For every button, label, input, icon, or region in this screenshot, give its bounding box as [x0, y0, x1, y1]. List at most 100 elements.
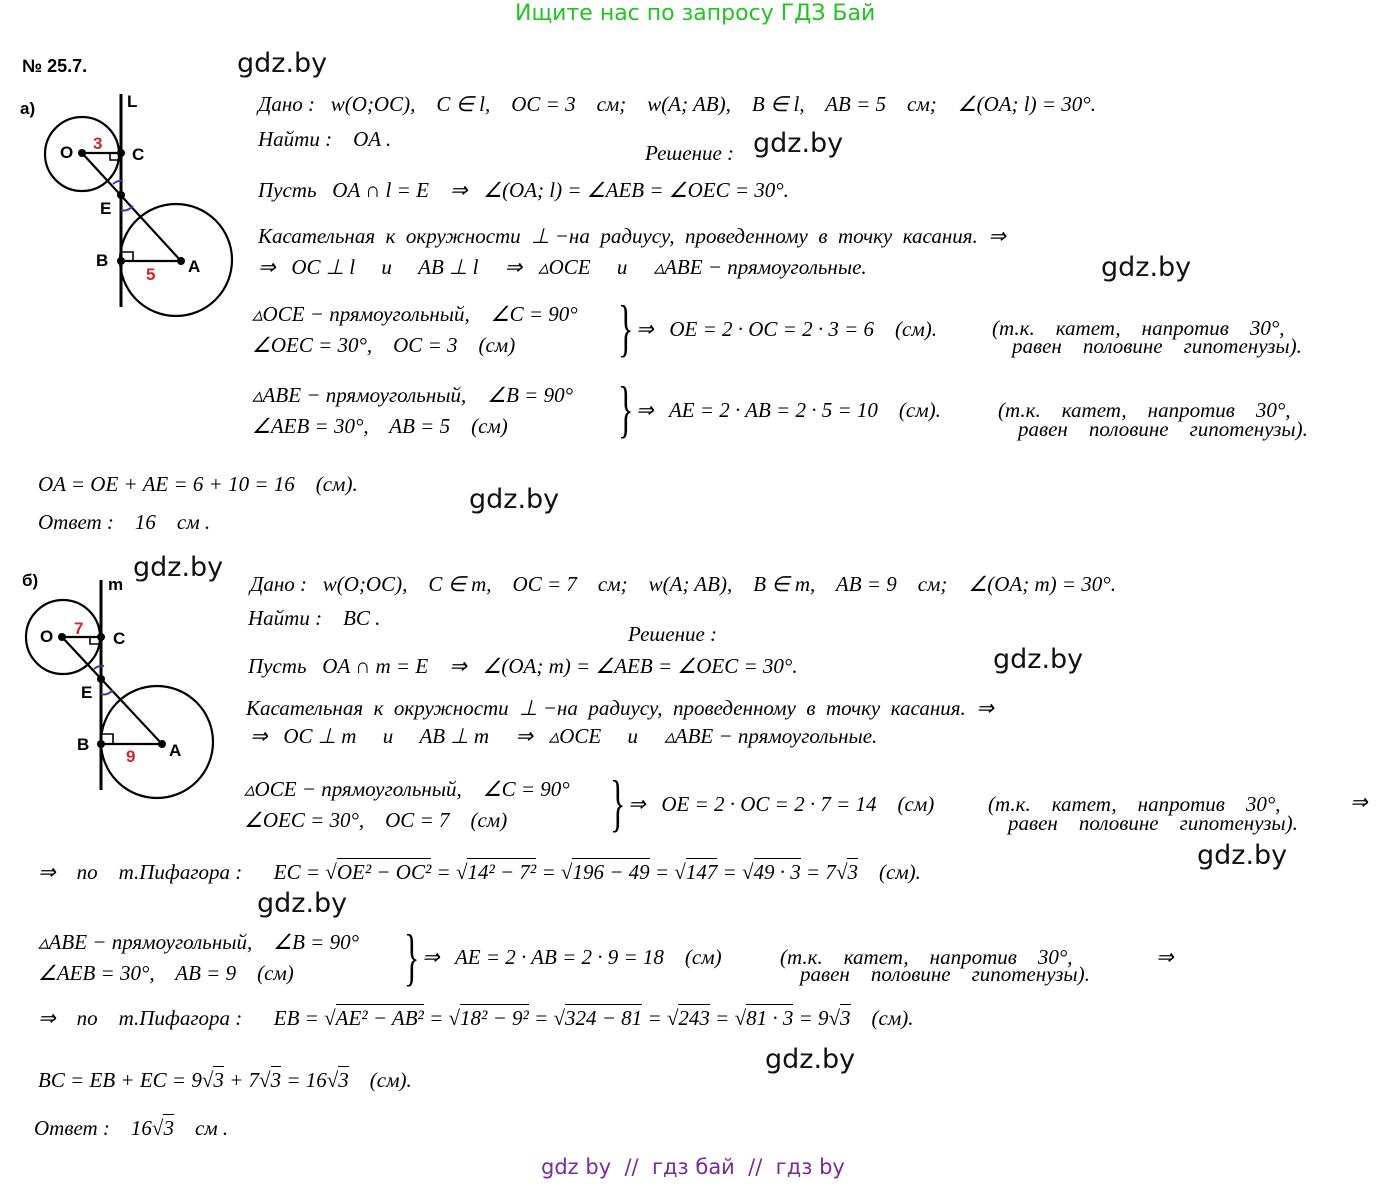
sqrt-radicand: 14² − 7² [467, 858, 537, 884]
total: OA = OE + AE = 6 + 10 = 16 (см). [38, 472, 358, 496]
math-text: (см). [348, 1068, 412, 1092]
math-text: ⇒ по т.Пифагора : EB = [38, 1006, 325, 1030]
arrow: ⇒ [1156, 945, 1174, 969]
solution-line: Пусть OA ∩ m = E ⇒ ∠(OA; m) = ∠AEB = ∠OE… [248, 654, 798, 678]
svg-text:9: 9 [126, 747, 135, 766]
svg-text:B: B [77, 735, 89, 754]
sqrt-radicand: 243 [678, 1004, 710, 1030]
note: (т.к. катет, напротив 30°, [992, 316, 1285, 340]
solution-heading: Решение : [628, 622, 718, 646]
note: (т.к. катет, напротив 30°, [988, 792, 1281, 816]
svg-text:m: m [108, 575, 123, 594]
given: Дано : w(O;OC), C ∈ m, OC = 7 см; w(A; A… [250, 572, 1116, 596]
svg-text:C: C [132, 145, 144, 164]
math-text: BC = EB + EC = 9 [38, 1068, 202, 1092]
sqrt-sign: √ [259, 1068, 271, 1092]
diagram-a: а) L O 3 C E B 5 A [20, 92, 234, 318]
watermark: gdz.by [1101, 252, 1192, 283]
note: равен половине гипотенузы). [1008, 811, 1298, 835]
sqrt-sign: √ [835, 860, 848, 884]
system-line: ▵ABE − прямоугольный, ∠B = 90° [252, 383, 573, 407]
math-text: = [717, 860, 742, 884]
watermark: gdz.by [753, 128, 844, 159]
sqrt-radicand: 3 [338, 1066, 349, 1092]
math-text: = [423, 1006, 449, 1030]
svg-text:E: E [81, 683, 92, 702]
svg-text:5: 5 [146, 265, 155, 284]
find: Найти : OA . [258, 127, 392, 151]
system-line: ∠OEC = 30°, OC = 7 (см) [244, 808, 508, 832]
result: ⇒ OE = 2 · OC = 2 · 7 = 14 (см) [628, 792, 935, 816]
math-text: (см). [850, 1006, 914, 1030]
sqrt-sign: √ [455, 860, 468, 884]
system-line: ▵OCE − прямоугольный, ∠C = 90° [252, 302, 578, 326]
answer: Ответ : 16 см . [38, 510, 211, 534]
sqrt-sign: √ [151, 1116, 164, 1140]
math-text: = [528, 1006, 554, 1030]
watermark: gdz.by [237, 48, 328, 79]
system-line: ∠AEB = 30°, AB = 9 (см) [38, 961, 294, 985]
solution-line: Касательная к окружности ⊥ −на радиусу, … [246, 696, 994, 720]
watermark: gdz.by [993, 644, 1084, 675]
solution-line: Пусть OA ∩ l = E ⇒ ∠(OA; l) = ∠AEB = ∠OE… [258, 178, 789, 202]
math-text: = 9 [793, 1006, 829, 1030]
answer: Ответ : 16√3 см . [34, 1114, 228, 1141]
svg-text:E: E [100, 199, 111, 218]
footer-links: gdz by // гдз бай // гдз by [541, 1155, 845, 1179]
brace: } [618, 292, 634, 363]
sqrt-radicand: OE² − OC² [336, 858, 432, 884]
math-text: + 7 [223, 1068, 260, 1092]
solution-line: ⇒ OC ⊥ m и AB ⊥ m ⇒ ▵OCE и ▵ABE − прямоу… [250, 724, 878, 748]
sqrt-sign: √ [560, 860, 573, 884]
problem-number: № 25.7. [22, 56, 88, 76]
diagram-b: б) m O 7 C E B 9 A [22, 571, 215, 800]
brace: } [404, 921, 420, 992]
find: Найти : BC . [248, 606, 381, 630]
sqrt-radicand: 3 [847, 858, 858, 884]
solution-line: Касательная к окружности ⊥ −на радиусу, … [258, 224, 1006, 248]
sqrt-sign: √ [734, 1006, 747, 1030]
given: Дано : w(O;OC), C ∈ l, OC = 3 см; w(A; A… [258, 92, 1096, 116]
svg-text:7: 7 [74, 619, 83, 638]
sqrt-radicand: 18² − 9² [460, 1004, 529, 1030]
svg-text:O: O [40, 627, 53, 646]
sqrt-radicand: 3 [163, 1114, 174, 1140]
note: равен половине гипотенузы). [800, 962, 1090, 986]
system-line: ▵ABE − прямоугольный, ∠B = 90° [38, 930, 359, 954]
svg-text:3: 3 [93, 134, 102, 153]
sqrt-sign: √ [666, 1006, 679, 1030]
math-text: = [536, 860, 561, 884]
sqrt-radicand: 3 [213, 1066, 224, 1092]
sqrt-radicand: 324 − 81 [565, 1004, 643, 1030]
sqrt-radicand: AE² − AB² [335, 1004, 424, 1030]
math-text: (см). [857, 860, 921, 884]
sqrt-radicand: 147 [685, 858, 718, 884]
math-text: = 7 [800, 860, 836, 884]
part-label: б) [22, 571, 38, 590]
sqrt-sign: √ [324, 1006, 336, 1030]
svg-text:C: C [113, 629, 125, 648]
svg-text:L: L [127, 92, 137, 111]
arrow: ⇒ [1350, 790, 1368, 814]
svg-text:B: B [96, 251, 108, 270]
sqrt-sign: √ [674, 860, 686, 884]
sqrt-sign: √ [553, 1006, 566, 1030]
sqrt-radicand: 81 · 3 [746, 1004, 794, 1030]
sqrt-radicand: 49 · 3 [753, 858, 801, 884]
sqrt-radicand: 196 − 49 [572, 858, 650, 884]
watermark: gdz.by [1197, 840, 1288, 871]
total: BC = EB + EC = 9√3 + 7√3 = 16√3 (см). [38, 1066, 412, 1093]
result: ⇒ OE = 2 · OC = 2 · 3 = 6 (см). [636, 317, 937, 341]
note: (т.к. катет, напротив 30°, [780, 945, 1073, 969]
watermark: gdz.by [133, 552, 224, 583]
watermark: gdz.by [257, 888, 348, 919]
sqrt-radicand: 3 [840, 1004, 851, 1030]
pythagoras-ec: ⇒ по т.Пифагора : EC = √OE² − OC² = √14²… [38, 858, 921, 885]
watermark: gdz.by [469, 484, 560, 515]
math-text: Ответ : 16 [34, 1116, 152, 1140]
note: равен половине гипотенузы). [1012, 334, 1302, 358]
brace: } [618, 373, 634, 444]
math-text: = 16 [281, 1068, 327, 1092]
system-line: ▵OCE − прямоугольный, ∠C = 90° [244, 777, 570, 801]
